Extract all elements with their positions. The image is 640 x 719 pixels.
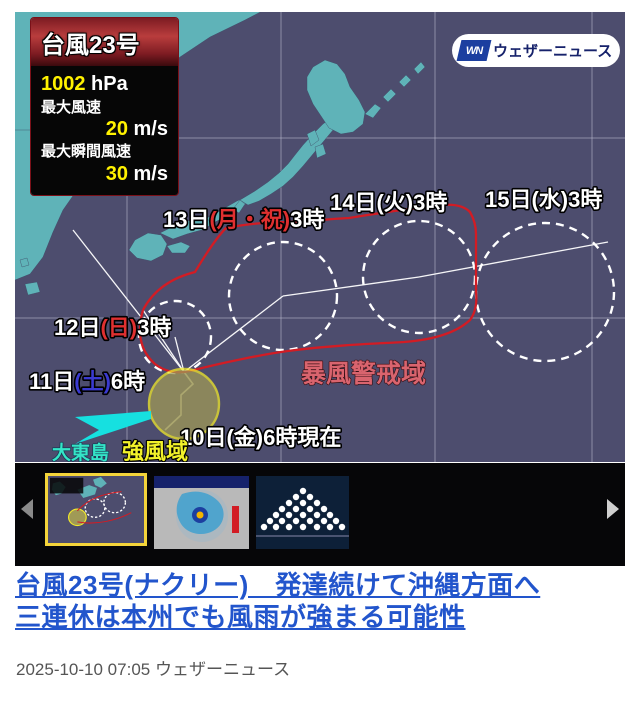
svg-text:11日(土)6時: 11日(土)6時 [29, 369, 145, 394]
svg-text:10日(金)6時現在: 10日(金)6時現在 [180, 425, 341, 450]
svg-text:15日(水)3時: 15日(水)3時 [485, 187, 602, 212]
svg-text:12日(日)3時: 12日(日)3時 [54, 315, 171, 340]
svg-text:強風域: 強風域 [122, 439, 188, 462]
svg-text:大東島: 大東島 [52, 441, 109, 462]
svg-text:暴風警戒域: 暴風警戒域 [301, 360, 426, 388]
svg-text:13日(月・祝)3時: 13日(月・祝)3時 [163, 207, 324, 232]
svg-text:14日(火)3時: 14日(火)3時 [330, 190, 447, 215]
